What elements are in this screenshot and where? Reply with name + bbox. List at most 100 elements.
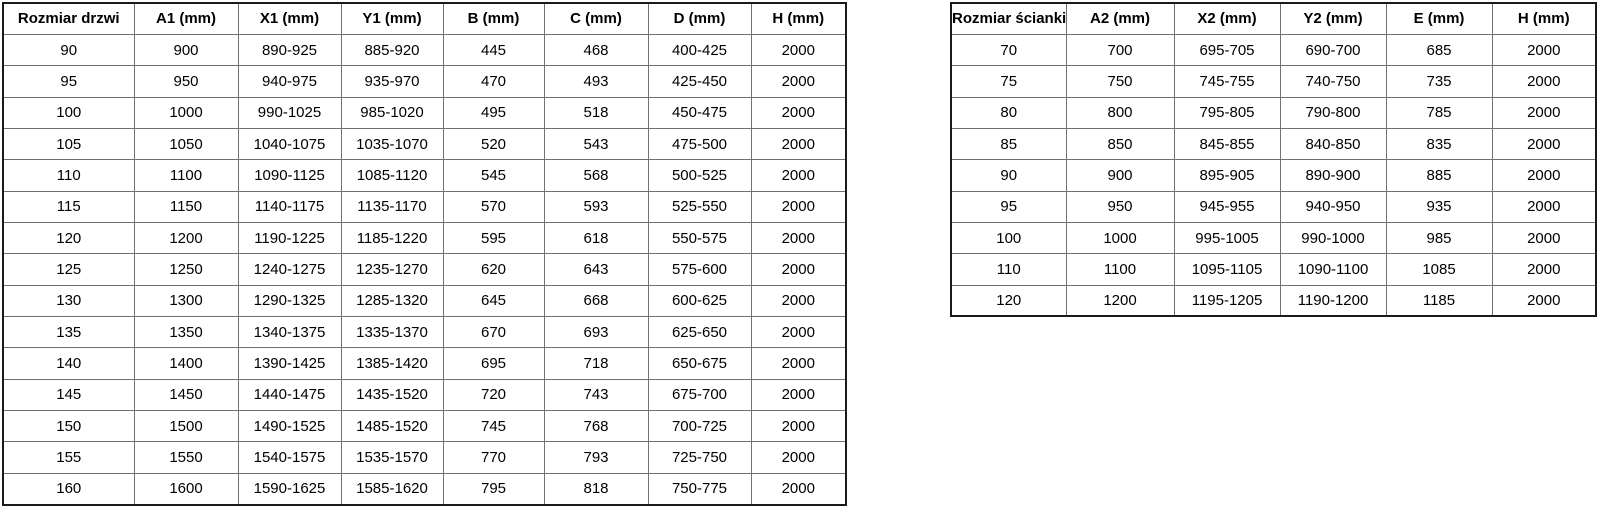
header-row: Rozmiar ścianki A2 (mm) X2 (mm) Y2 (mm) E (m… (950, 2, 1597, 35)
column-header: X2 (mm) (1173, 2, 1281, 35)
table-cell: 1085 (1385, 253, 1493, 286)
table-cell: 600-625 (647, 284, 752, 317)
table-cell: 725-750 (647, 441, 752, 474)
table-row: 160 1600 1590-1625 1585-1620 795 818 750-775 20… (2, 472, 847, 506)
table-cell: 110 (950, 253, 1067, 286)
table-cell: 935-970 (340, 65, 444, 98)
table-cell: 718 (543, 347, 649, 380)
table-cell: 1190-1225 (237, 221, 342, 255)
table-cell: 2000 (750, 33, 847, 67)
table-cell: 2000 (750, 221, 847, 255)
table-cell: 693 (543, 315, 649, 349)
door-size-table: Rozmiar drzwi A1 (mm) X1 (mm) Y1 (mm) B (mm)… (2, 2, 847, 506)
table-row: 120 1200 1195-1205 1190-1200 1185 2000 (950, 284, 1597, 317)
table-cell: 743 (543, 378, 649, 411)
table-cell: 1335-1370 (340, 315, 444, 349)
table-cell: 95 (2, 65, 135, 98)
table-cell: 2000 (750, 441, 847, 474)
table-cell: 2000 (1491, 284, 1597, 317)
table-cell: 593 (543, 190, 649, 223)
table-cell: 2000 (750, 65, 847, 98)
table-row: 95 950 940-975 935-970 470 493 425-450 2000 (2, 65, 847, 98)
table-cell: 1485-1520 (340, 409, 444, 443)
table-cell: 1350 (133, 315, 239, 349)
table-cell: 468 (543, 33, 649, 67)
table-cell: 2000 (1491, 33, 1597, 67)
table-cell: 1190-1200 (1279, 284, 1387, 317)
table-cell: 85 (950, 127, 1067, 161)
table-cell: 995-1005 (1173, 221, 1281, 255)
table-cell: 1090-1125 (237, 159, 342, 192)
table-row: 90 900 890-925 885-920 445 468 400-425 2000 (2, 33, 847, 67)
table-cell: 1000 (1065, 221, 1175, 255)
table-cell: 890-900 (1279, 159, 1387, 192)
table-cell: 75 (950, 65, 1067, 98)
table-cell: 895-905 (1173, 159, 1281, 192)
table-cell: 120 (2, 221, 135, 255)
table-cell: 950 (133, 65, 239, 98)
table-cell: 675-700 (647, 378, 752, 411)
table-cell: 135 (2, 315, 135, 349)
table-row: 150 1500 1490-1525 1485-1520 745 768 700-725 20… (2, 409, 847, 443)
table-cell: 575-600 (647, 253, 752, 286)
table-cell: 790-800 (1279, 96, 1387, 129)
table-cell: 518 (543, 96, 649, 129)
table-row: 140 1400 1390-1425 1385-1420 695 718 650-675 20… (2, 347, 847, 380)
table-cell: 2000 (750, 409, 847, 443)
table-cell: 1200 (1065, 284, 1175, 317)
table-cell: 425-450 (647, 65, 752, 98)
table-cell: 750 (1065, 65, 1175, 98)
table-cell: 520 (442, 127, 545, 161)
table-row: 100 1000 990-1025 985-1020 495 518 450-475 2000 (2, 96, 847, 129)
table-row: 130 1300 1290-1325 1285-1320 645 668 600-625 20… (2, 284, 847, 317)
table-cell: 100 (2, 96, 135, 129)
table-cell: 643 (543, 253, 649, 286)
table-cell: 2000 (750, 127, 847, 161)
table-cell: 793 (543, 441, 649, 474)
table-cell: 850 (1065, 127, 1175, 161)
table-row: 135 1350 1340-1375 1335-1370 670 693 625-650 20… (2, 315, 847, 349)
table-cell: 1285-1320 (340, 284, 444, 317)
table-cell: 2000 (1491, 221, 1597, 255)
table-cell: 1540-1575 (237, 441, 342, 474)
table-cell: 1040-1075 (237, 127, 342, 161)
column-header: B (mm) (442, 2, 545, 35)
column-header: Y1 (mm) (340, 2, 444, 35)
table-row: 110 1100 1090-1125 1085-1120 545 568 500-525 20… (2, 159, 847, 192)
table-cell: 1135-1170 (340, 190, 444, 223)
table-cell: 645 (442, 284, 545, 317)
table-row: 145 1450 1440-1475 1435-1520 720 743 675-700 20… (2, 378, 847, 411)
table-cell: 985 (1385, 221, 1493, 255)
table-cell: 890-925 (237, 33, 342, 67)
table-cell: 2000 (750, 190, 847, 223)
table-cell: 1450 (133, 378, 239, 411)
table-cell: 1095-1105 (1173, 253, 1281, 286)
table-cell: 115 (2, 190, 135, 223)
table-cell: 90 (2, 33, 135, 67)
table-cell: 670 (442, 315, 545, 349)
table-cell: 1085-1120 (340, 159, 444, 192)
column-header: Rozmiar drzwi (2, 2, 135, 35)
table-cell: 100 (950, 221, 1067, 255)
table-cell: 618 (543, 221, 649, 255)
table-cell: 1050 (133, 127, 239, 161)
table-cell: 1235-1270 (340, 253, 444, 286)
column-header: E (mm) (1385, 2, 1493, 35)
table-cell: 835 (1385, 127, 1493, 161)
table-cell: 840-850 (1279, 127, 1387, 161)
column-header: H (mm) (1491, 2, 1597, 35)
table-cell: 695-705 (1173, 33, 1281, 67)
table-row: 105 1050 1040-1075 1035-1070 520 543 475-500 20… (2, 127, 847, 161)
table-row: 125 1250 1240-1275 1235-1270 620 643 575-600 20… (2, 253, 847, 286)
table-cell: 1500 (133, 409, 239, 443)
table-cell: 720 (442, 378, 545, 411)
table-cell: 1490-1525 (237, 409, 342, 443)
table-cell: 2000 (1491, 190, 1597, 223)
table-cell: 475-500 (647, 127, 752, 161)
table-cell: 125 (2, 253, 135, 286)
table-row: 110 1100 1095-1105 1090-1100 1085 2000 (950, 253, 1597, 286)
table-cell: 700-725 (647, 409, 752, 443)
table-cell: 2000 (1491, 159, 1597, 192)
table-cell: 745 (442, 409, 545, 443)
table-cell: 2000 (750, 96, 847, 129)
